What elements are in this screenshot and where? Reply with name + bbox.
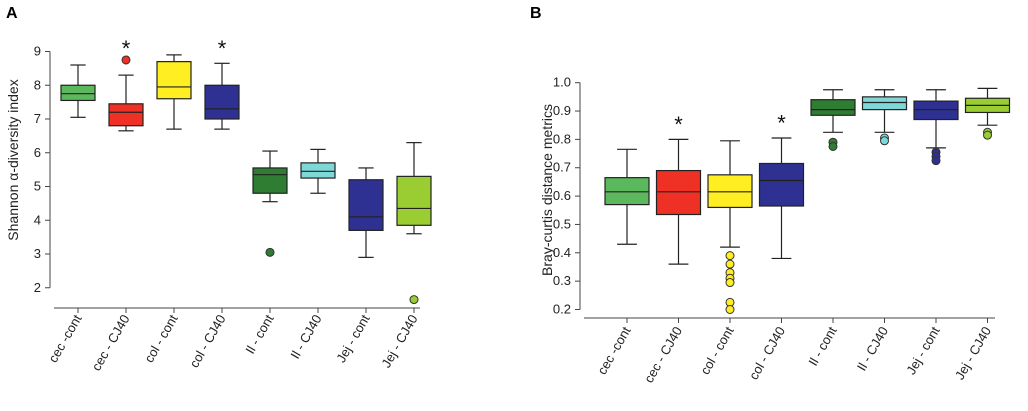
outlier-point	[409, 295, 419, 305]
outlier-point	[983, 130, 992, 140]
outlier-point	[725, 304, 735, 314]
y-tick-label: 0.3	[553, 273, 571, 288]
y-tick-label: 0.2	[553, 301, 571, 316]
panel-a-y-axis-label: Shannon α-diversity index	[5, 79, 21, 240]
box-3	[758, 162, 805, 207]
y-tick-label: 3	[34, 246, 41, 261]
outlier-point	[828, 141, 838, 151]
x-category-label: Il - cont	[242, 312, 276, 357]
panel-a-letter: A	[6, 5, 18, 22]
y-tick-label: 0.7	[553, 160, 571, 175]
y-tick-label: 2	[34, 280, 41, 295]
y-tick-label: 0.9	[553, 103, 571, 118]
x-category-label: col - cont	[141, 312, 181, 366]
x-category-label: col - cont	[697, 324, 737, 378]
x-category-label: Jej - CJ40	[378, 312, 420, 370]
box-2	[156, 61, 192, 100]
x-category-label: cec -cont	[594, 324, 634, 378]
x-category-label: Il - CJ40	[854, 324, 891, 373]
panel-b-letter: B	[530, 5, 542, 22]
outlier-point	[265, 247, 275, 257]
box-1	[655, 169, 702, 216]
significance-star: *	[674, 112, 683, 137]
x-category-label: Jej - cont	[333, 312, 373, 366]
x-category-label: Il - CJ40	[287, 312, 324, 361]
y-tick-label: 9	[34, 44, 41, 59]
y-tick-label: 8	[34, 77, 41, 92]
y-tick-label: 0.4	[553, 245, 571, 260]
box-6	[913, 100, 959, 121]
y-tick-label: 0.5	[553, 216, 571, 231]
significance-star: *	[218, 36, 227, 61]
box-0	[604, 177, 650, 206]
box-5	[300, 162, 336, 179]
box-5	[861, 96, 908, 111]
y-tick-label: 4	[34, 212, 41, 227]
x-category-label: Jej - cont	[903, 324, 943, 378]
box-3	[204, 84, 240, 120]
box-1	[108, 103, 144, 127]
significance-star: *	[777, 110, 786, 135]
panel-b: B Bray-curtis distance metrics 0.2 0.3 0.4…	[530, 5, 1011, 385]
x-category-label: Il - cont	[805, 324, 839, 369]
box-4	[252, 167, 288, 194]
y-tick-label: 7	[34, 111, 41, 126]
significance-star: *	[122, 36, 131, 61]
outlier-point	[725, 278, 735, 288]
x-category-label: cec - CJ40	[641, 324, 685, 385]
x-category-label: cec - CJ40	[89, 312, 133, 373]
box-7	[396, 175, 432, 226]
outlier-point	[725, 251, 735, 261]
y-tick-label: 0.8	[553, 131, 571, 146]
outlier-point	[880, 136, 889, 146]
x-category-label: Jej - CJ40	[952, 324, 994, 382]
y-tick-label: 1.0	[553, 75, 571, 90]
y-tick-label: 5	[34, 179, 41, 194]
y-tick-label: 6	[34, 145, 41, 160]
panel-b-y-axis-label: Bray-curtis distance metrics	[539, 104, 555, 276]
box-6	[348, 179, 384, 231]
x-category-label: col - CJ40	[186, 312, 228, 370]
panel-a: A Shannon α-diversity index 2 3 4 5 6 7 8 9 cec …	[5, 5, 432, 373]
x-category-label: col - CJ40	[746, 324, 788, 382]
box-2	[707, 174, 753, 209]
box-4	[810, 99, 856, 116]
y-tick-label: 0.6	[553, 188, 571, 203]
outlier-point	[931, 156, 941, 166]
box-0	[60, 84, 96, 102]
outlier-point	[121, 55, 131, 65]
x-category-label: cec -cont	[45, 312, 85, 366]
outlier-point	[725, 259, 735, 269]
